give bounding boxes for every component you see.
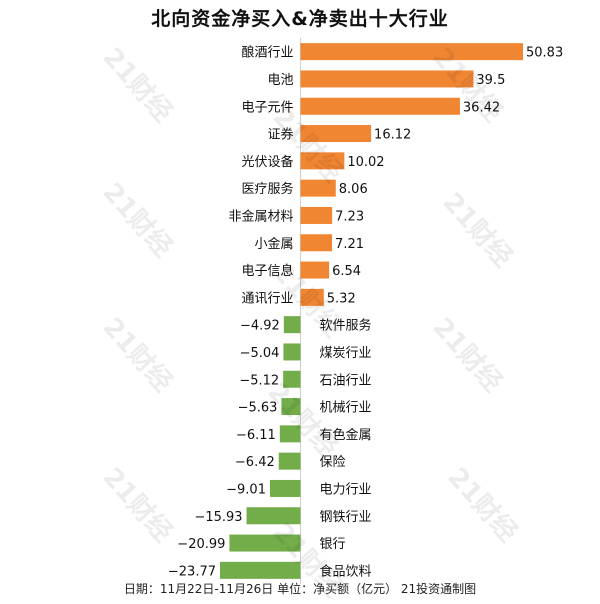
- category-label: 电子信息: [241, 263, 293, 279]
- category-label: 有色金属: [320, 427, 372, 443]
- bar: [300, 234, 333, 252]
- bar: [283, 343, 301, 361]
- category-label: 保险: [320, 455, 346, 470]
- bar: [300, 206, 333, 224]
- category-label: 煤炭行业: [320, 346, 372, 361]
- value-label: −23.77: [168, 564, 216, 579]
- value-label: −15.93: [194, 510, 242, 525]
- bar: [300, 179, 336, 197]
- bar: [283, 316, 301, 334]
- category-label: 电力行业: [320, 482, 372, 497]
- bar: [300, 261, 330, 279]
- category-label: 酿酒行业: [241, 45, 293, 61]
- chart-footer: 日期：11月22日-11月26日 单位：净买额（亿元） 21投资通制图: [123, 582, 477, 596]
- value-label: 16.12: [374, 128, 411, 143]
- bar: [300, 288, 324, 306]
- value-label: −5.12: [239, 373, 279, 388]
- category-label: 电池: [267, 73, 293, 88]
- bar: [300, 43, 523, 61]
- bar: [300, 70, 474, 88]
- category-label: 食品饮料: [320, 563, 372, 579]
- bar: [269, 479, 301, 497]
- bar: [283, 370, 301, 388]
- value-label: 7.21: [335, 237, 364, 252]
- bar: [300, 97, 460, 115]
- category-label: 银行: [320, 537, 346, 552]
- value-label: −9.01: [226, 482, 266, 497]
- value-label: 50.83: [526, 46, 563, 61]
- category-label: 电子元件: [241, 100, 293, 115]
- value-label: −4.92: [240, 319, 280, 334]
- value-label: 5.32: [327, 291, 356, 306]
- value-label: −5.63: [238, 401, 278, 416]
- value-label: 39.5: [476, 73, 505, 88]
- bar: [300, 125, 372, 143]
- bar: [279, 425, 301, 443]
- value-label: −20.99: [177, 537, 225, 552]
- category-label: 机械行业: [320, 401, 372, 416]
- bar: [229, 534, 301, 552]
- category-label: 证券: [267, 127, 293, 143]
- category-label: 钢铁行业: [320, 510, 372, 525]
- value-label: 36.42: [463, 100, 500, 115]
- value-label: 7.23: [335, 209, 364, 224]
- value-label: 8.06: [339, 182, 368, 197]
- value-label: −6.42: [235, 455, 275, 470]
- value-label: 10.02: [347, 155, 384, 170]
- bar: [246, 507, 301, 525]
- category-label: 非金属材料: [228, 208, 293, 224]
- category-label: 小金属: [254, 236, 293, 252]
- category-label: 通讯行业: [241, 291, 293, 306]
- bar: [278, 452, 301, 470]
- category-label: 医疗服务: [241, 181, 293, 197]
- bar: [281, 398, 301, 416]
- value-label: −6.11: [236, 428, 276, 443]
- value-label: −5.04: [240, 346, 280, 361]
- bar: [220, 561, 301, 579]
- category-label: 石油行业: [320, 373, 372, 388]
- chart-title: 北向资金净买入&净卖出十大行业: [151, 8, 449, 30]
- category-label: 软件服务: [320, 318, 372, 334]
- value-label: 6.54: [332, 264, 361, 279]
- category-label: 光伏设备: [241, 154, 293, 170]
- bar: [300, 152, 345, 170]
